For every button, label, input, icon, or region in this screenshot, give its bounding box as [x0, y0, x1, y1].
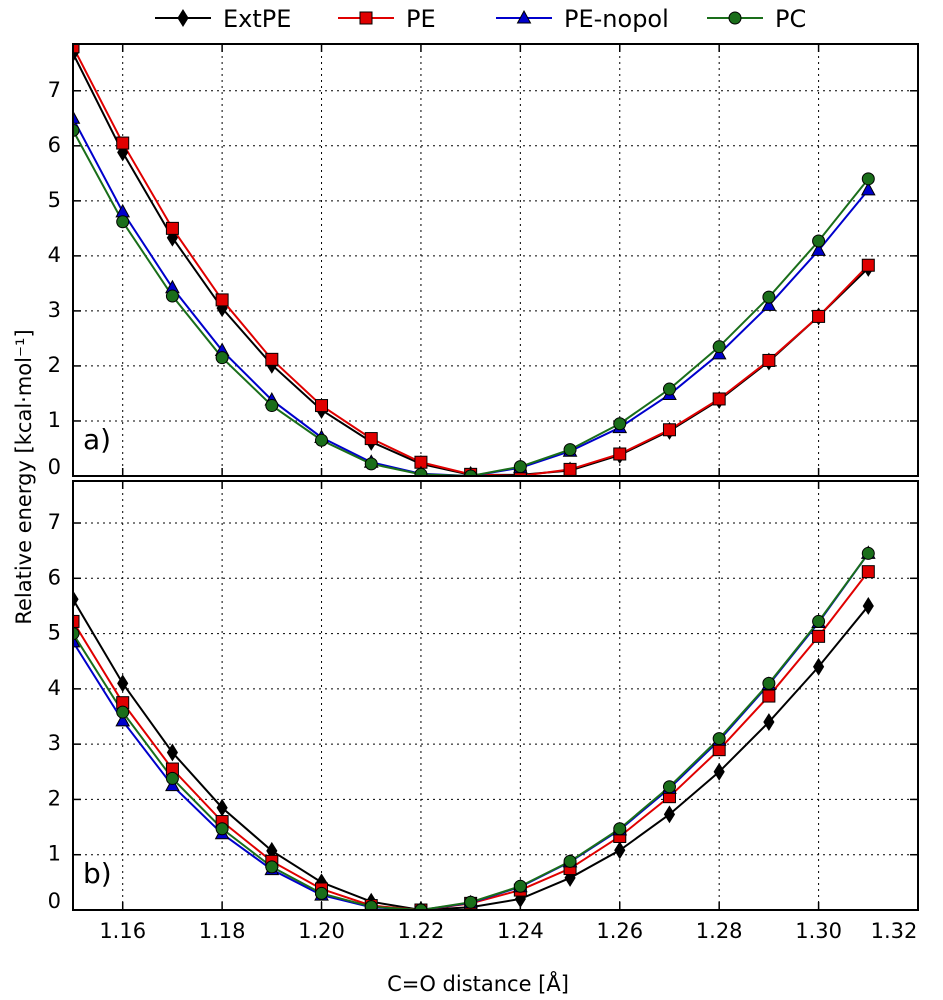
y-tick-label: 1 [48, 408, 61, 432]
x-tick-label: 1.26 [596, 919, 643, 943]
x-tick-label: 1.16 [99, 919, 146, 943]
y-tick-label: 2 [48, 786, 61, 810]
marker [217, 800, 227, 816]
marker [117, 137, 129, 149]
marker [813, 310, 825, 322]
marker [514, 880, 526, 892]
y-tick-label: 1 [48, 842, 61, 866]
legend-marker [178, 10, 188, 26]
y-tick-label: 0 [48, 889, 61, 913]
marker [664, 806, 674, 822]
plot-area [67, 546, 875, 918]
marker [316, 887, 328, 899]
marker [713, 393, 725, 405]
legend-label: PC [775, 5, 806, 33]
y-tick-label: 6 [48, 133, 61, 157]
plot-frame [73, 481, 918, 910]
x-tick-label: 1.32 [871, 919, 918, 943]
marker [216, 823, 228, 835]
marker [365, 458, 377, 470]
y-tick-label: 3 [48, 731, 61, 755]
marker [663, 383, 675, 395]
y-tick-label: 5 [48, 621, 61, 645]
y-tick-label: 6 [48, 565, 61, 589]
marker [714, 764, 724, 780]
x-axis-label: C=O distance [Å] [387, 970, 569, 996]
series-line [73, 599, 868, 910]
legend-label: PE-nopol [564, 5, 669, 33]
series-line [73, 553, 868, 910]
marker [166, 772, 178, 784]
x-tick-label: 1.24 [497, 919, 544, 943]
marker [415, 468, 427, 480]
marker [216, 294, 228, 306]
marker [763, 354, 775, 366]
legend-label: PE [406, 5, 436, 33]
x-tick-label: 1.28 [696, 919, 743, 943]
marker [365, 433, 377, 445]
marker [614, 823, 626, 835]
legend-label: ExtPE [223, 5, 291, 33]
marker [764, 714, 774, 730]
series-line [73, 130, 868, 476]
marker [316, 400, 328, 412]
marker [663, 781, 675, 793]
marker [166, 290, 178, 302]
x-tick-label: 1.20 [298, 919, 345, 943]
plot-area [67, 41, 875, 483]
y-tick-label: 7 [48, 510, 61, 534]
x-tick-label: 1.18 [199, 919, 246, 943]
marker [316, 434, 328, 446]
chart: Relative energy [kcal·mol⁻¹] C=O distanc… [0, 0, 943, 1000]
marker [862, 259, 874, 271]
panel-label: b) [83, 857, 112, 890]
marker [266, 861, 278, 873]
marker [763, 291, 775, 303]
series-line [73, 47, 868, 476]
marker [117, 706, 129, 718]
marker [564, 855, 576, 867]
y-tick-label: 0 [48, 455, 61, 479]
y-tick-label: 2 [48, 353, 61, 377]
marker [763, 690, 775, 702]
marker [166, 222, 178, 234]
marker [564, 444, 576, 456]
marker [216, 352, 228, 364]
legend-marker [729, 12, 741, 24]
y-tick-label: 7 [48, 78, 61, 102]
marker [564, 463, 576, 475]
x-tick-label: 1.30 [795, 919, 842, 943]
legend-marker [360, 12, 372, 24]
series-line [73, 118, 868, 476]
marker [713, 341, 725, 353]
y-tick-label: 4 [48, 676, 61, 700]
marker [266, 400, 278, 412]
marker [663, 424, 675, 436]
series-line [73, 53, 868, 475]
y-tick-label: 5 [48, 188, 61, 212]
marker [465, 896, 477, 908]
y-tick-label: 3 [48, 298, 61, 322]
marker [813, 615, 825, 627]
marker [813, 630, 825, 642]
y-tick-label: 4 [48, 243, 61, 267]
marker [514, 461, 526, 473]
marker [862, 547, 874, 559]
marker [614, 448, 626, 460]
panel-label: a) [83, 423, 111, 456]
marker [763, 677, 775, 689]
marker [813, 235, 825, 247]
marker [614, 418, 626, 430]
x-tick-label: 1.22 [398, 919, 445, 943]
marker [117, 216, 129, 228]
marker [615, 842, 625, 858]
marker [713, 733, 725, 745]
series-line [73, 553, 868, 910]
y-axis-label: Relative energy [kcal·mol⁻¹] [12, 329, 36, 624]
marker [266, 353, 278, 365]
plot-frame [73, 44, 918, 476]
marker [116, 205, 129, 217]
marker [862, 173, 874, 185]
marker [862, 566, 874, 578]
